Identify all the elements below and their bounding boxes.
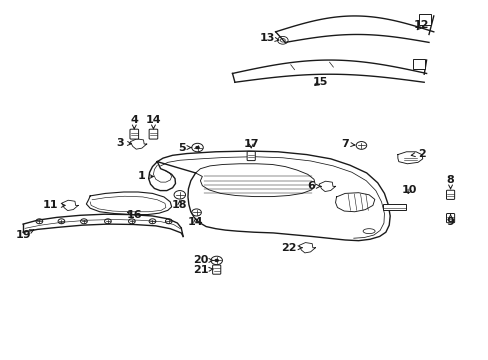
FancyBboxPatch shape: [446, 213, 454, 223]
Text: 19: 19: [15, 230, 34, 240]
Text: 22: 22: [280, 243, 302, 253]
Text: 12: 12: [413, 20, 428, 30]
Text: 1: 1: [137, 171, 153, 181]
FancyBboxPatch shape: [446, 190, 454, 199]
Text: 2: 2: [410, 149, 425, 158]
Text: 13: 13: [259, 33, 278, 43]
FancyBboxPatch shape: [149, 129, 158, 139]
Text: 11: 11: [42, 201, 65, 210]
Text: 4: 4: [130, 115, 138, 129]
Text: 16: 16: [126, 210, 142, 220]
FancyBboxPatch shape: [130, 129, 138, 139]
Text: 9: 9: [446, 215, 453, 227]
Text: 21: 21: [192, 265, 213, 275]
Text: 14: 14: [187, 217, 203, 227]
Text: 20: 20: [192, 256, 213, 265]
Text: 6: 6: [307, 181, 321, 192]
FancyBboxPatch shape: [212, 265, 220, 274]
Text: 17: 17: [243, 139, 259, 149]
Text: 7: 7: [341, 139, 354, 149]
Bar: [419, 14, 430, 26]
FancyBboxPatch shape: [246, 152, 255, 161]
Text: 10: 10: [401, 185, 417, 195]
Bar: [383, 204, 406, 210]
Text: 18: 18: [172, 200, 187, 210]
Bar: [412, 59, 424, 69]
Text: 5: 5: [178, 143, 191, 153]
Text: 14: 14: [145, 115, 161, 129]
Circle shape: [214, 259, 219, 262]
Text: 15: 15: [312, 77, 327, 87]
Text: 8: 8: [446, 175, 453, 189]
Text: 3: 3: [116, 138, 131, 148]
Circle shape: [195, 146, 200, 149]
